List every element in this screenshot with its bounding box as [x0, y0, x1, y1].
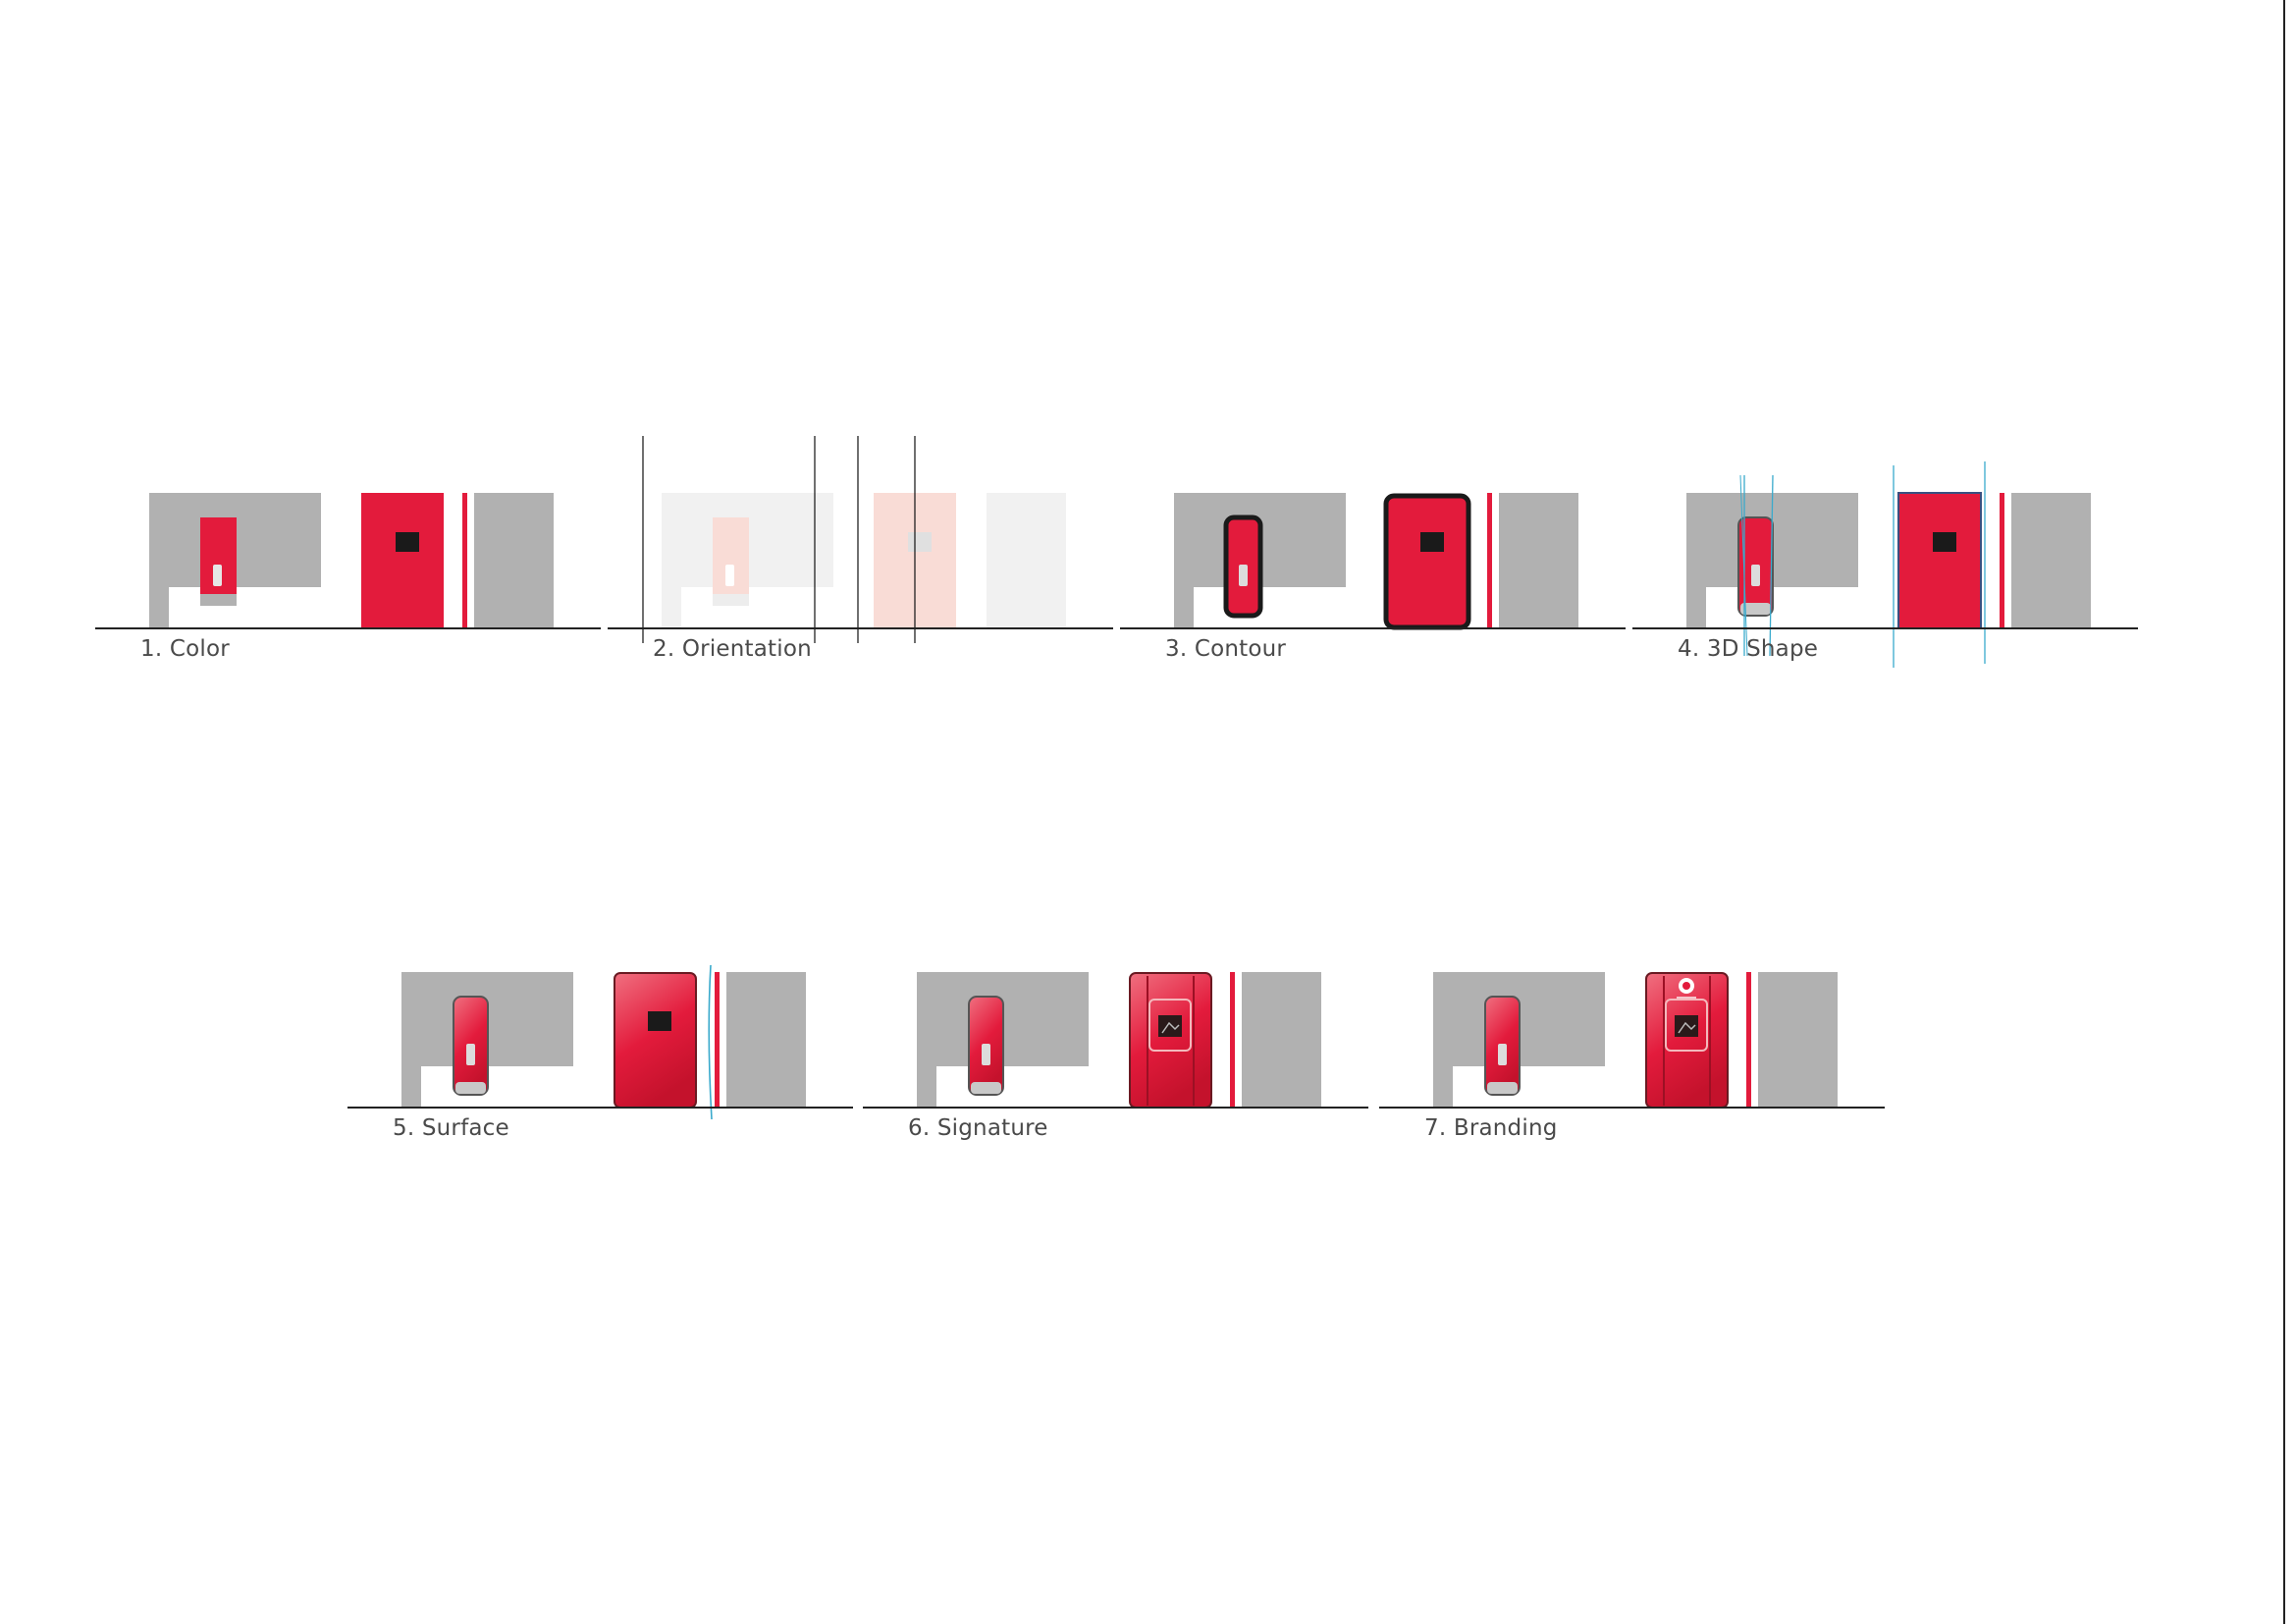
main-unit-body	[1383, 493, 1471, 630]
small-unit-base	[455, 1082, 486, 1094]
panel-orientation: 2. Orientation	[608, 432, 1113, 687]
side-wall-block	[474, 493, 554, 628]
side-red-strip	[715, 972, 720, 1108]
caption-signature: 6. Signature	[908, 1115, 1048, 1141]
display-screen	[1933, 532, 1956, 552]
panel-orientation-illustration	[608, 436, 1113, 643]
main-unit-body	[1897, 492, 1982, 629]
small-unit-slot	[1498, 1044, 1507, 1065]
caption-color: 1. Color	[140, 636, 230, 662]
panel-branding-illustration	[1379, 972, 1885, 1109]
display-icon	[1678, 1021, 1696, 1034]
small-unit-slot	[213, 565, 222, 586]
side-wall-block	[1758, 972, 1838, 1108]
page-edge-line	[2283, 0, 2285, 1624]
caption-branding: 7. Branding	[1424, 1115, 1558, 1141]
display-frame	[1665, 999, 1708, 1052]
side-wall-block	[987, 493, 1066, 628]
shape-guide-slant	[1739, 474, 1748, 657]
main-unit-body	[614, 972, 697, 1109]
display-screen	[648, 1011, 671, 1031]
side-wall-block	[2011, 493, 2091, 628]
brand-wordmark	[1677, 997, 1696, 999]
display-frame	[1148, 999, 1192, 1052]
small-unit-body	[713, 517, 749, 606]
display-screen	[396, 532, 419, 552]
caption-orientation: 2. Orientation	[653, 636, 812, 662]
side-wall-block	[1242, 972, 1321, 1108]
wall-cutout	[1706, 587, 1858, 628]
display-icon	[1161, 1021, 1180, 1034]
main-unit-body	[1129, 972, 1212, 1109]
caption-surface: 5. Surface	[393, 1115, 509, 1141]
side-red-strip	[1746, 972, 1751, 1108]
display-screen	[1420, 532, 1444, 552]
panel-contour: 3. Contour	[1120, 432, 1626, 687]
main-unit-body	[361, 493, 444, 628]
small-unit-base	[200, 594, 237, 606]
wall-cutout	[1453, 1066, 1605, 1108]
wall-cutout	[936, 1066, 1089, 1108]
small-unit-base	[713, 594, 749, 606]
panel-signature: 6. Signature	[863, 911, 1368, 1166]
small-unit-slot	[725, 565, 734, 586]
panel-3d-shape-illustration	[1632, 461, 2138, 668]
wall-cutout	[1194, 587, 1346, 628]
small-unit-body	[200, 517, 237, 606]
display-screen	[1675, 1015, 1698, 1037]
panel-surface: 5. Surface	[347, 911, 853, 1166]
panel-signature-illustration	[863, 972, 1368, 1109]
small-unit-base	[971, 1082, 1001, 1094]
display-screen	[1158, 1015, 1182, 1037]
panel-color-illustration	[95, 493, 601, 629]
small-unit-slot	[982, 1044, 990, 1065]
small-unit-base	[1740, 603, 1771, 615]
side-wall-block	[1499, 493, 1578, 628]
wall-cutout	[421, 1066, 573, 1108]
small-unit-slot	[466, 1044, 475, 1065]
small-unit-slot	[1751, 565, 1760, 586]
panel-surface-illustration	[347, 964, 853, 1120]
side-wall-block	[726, 972, 806, 1108]
panel-branding: 7. Branding	[1379, 911, 1885, 1166]
small-unit-base	[1487, 1082, 1518, 1094]
wall-cutout	[169, 587, 321, 628]
brand-logo-core	[1682, 982, 1690, 990]
side-red-strip	[1230, 972, 1235, 1108]
display-screen	[908, 532, 932, 552]
panel-color: 1. Color	[95, 432, 601, 687]
wall-cutout	[681, 587, 833, 628]
small-unit-slot	[1239, 565, 1248, 586]
side-red-strip	[1487, 493, 1492, 628]
panel-3d-shape: 4. 3D Shape	[1632, 432, 2138, 687]
panel-contour-illustration	[1120, 493, 1626, 630]
caption-3d-shape: 4. 3D Shape	[1678, 636, 1819, 662]
side-red-strip	[462, 493, 467, 628]
surface-curve-guide	[708, 964, 713, 1120]
shape-guide-1	[1769, 474, 1774, 657]
side-red-strip	[2000, 493, 2004, 628]
caption-contour: 3. Contour	[1165, 636, 1287, 662]
